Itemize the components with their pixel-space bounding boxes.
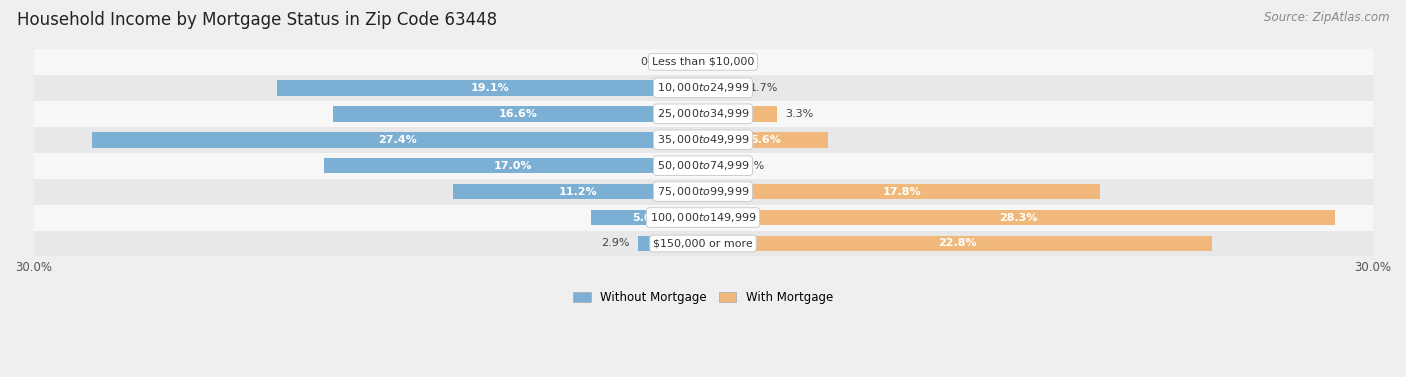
Text: 1.1%: 1.1% — [737, 161, 765, 171]
Bar — [34, 153, 1372, 179]
Bar — [703, 158, 727, 173]
Text: 16.6%: 16.6% — [498, 109, 537, 119]
Text: 0.83%: 0.83% — [640, 57, 675, 67]
Text: 22.8%: 22.8% — [938, 239, 977, 248]
Text: 17.8%: 17.8% — [883, 187, 921, 197]
Bar — [703, 132, 828, 147]
Bar — [638, 236, 703, 251]
Text: 3.3%: 3.3% — [786, 109, 814, 119]
Text: 17.0%: 17.0% — [494, 161, 533, 171]
Bar — [277, 80, 703, 96]
Bar — [91, 132, 703, 147]
Text: $150,000 or more: $150,000 or more — [654, 239, 752, 248]
Text: $100,000 to $149,999: $100,000 to $149,999 — [650, 211, 756, 224]
Bar — [34, 75, 1372, 101]
Bar — [453, 184, 703, 199]
Bar — [34, 127, 1372, 153]
Bar — [685, 54, 703, 70]
Text: Source: ZipAtlas.com: Source: ZipAtlas.com — [1264, 11, 1389, 24]
Text: $25,000 to $34,999: $25,000 to $34,999 — [657, 107, 749, 120]
Bar — [333, 106, 703, 121]
Text: $10,000 to $24,999: $10,000 to $24,999 — [657, 81, 749, 94]
Text: 27.4%: 27.4% — [378, 135, 416, 145]
Text: $50,000 to $74,999: $50,000 to $74,999 — [657, 159, 749, 172]
Bar — [703, 80, 741, 96]
Text: Less than $10,000: Less than $10,000 — [652, 57, 754, 67]
Text: $75,000 to $99,999: $75,000 to $99,999 — [657, 185, 749, 198]
Bar — [34, 101, 1372, 127]
Text: 2.9%: 2.9% — [600, 239, 630, 248]
Text: 0.0%: 0.0% — [711, 57, 740, 67]
Text: 5.0%: 5.0% — [631, 213, 662, 222]
Text: 11.2%: 11.2% — [558, 187, 598, 197]
Text: 19.1%: 19.1% — [471, 83, 509, 93]
Bar — [34, 179, 1372, 205]
Bar — [34, 49, 1372, 75]
Text: 1.7%: 1.7% — [749, 83, 779, 93]
Bar — [592, 210, 703, 225]
Text: Household Income by Mortgage Status in Zip Code 63448: Household Income by Mortgage Status in Z… — [17, 11, 496, 29]
Bar — [34, 230, 1372, 256]
Bar — [703, 210, 1334, 225]
Bar — [703, 184, 1101, 199]
Legend: Without Mortgage, With Mortgage: Without Mortgage, With Mortgage — [568, 286, 838, 309]
Bar — [703, 236, 1212, 251]
Bar — [323, 158, 703, 173]
Bar — [703, 106, 776, 121]
Text: $35,000 to $49,999: $35,000 to $49,999 — [657, 133, 749, 146]
Bar — [34, 205, 1372, 230]
Text: 28.3%: 28.3% — [1000, 213, 1038, 222]
Text: 5.6%: 5.6% — [749, 135, 780, 145]
